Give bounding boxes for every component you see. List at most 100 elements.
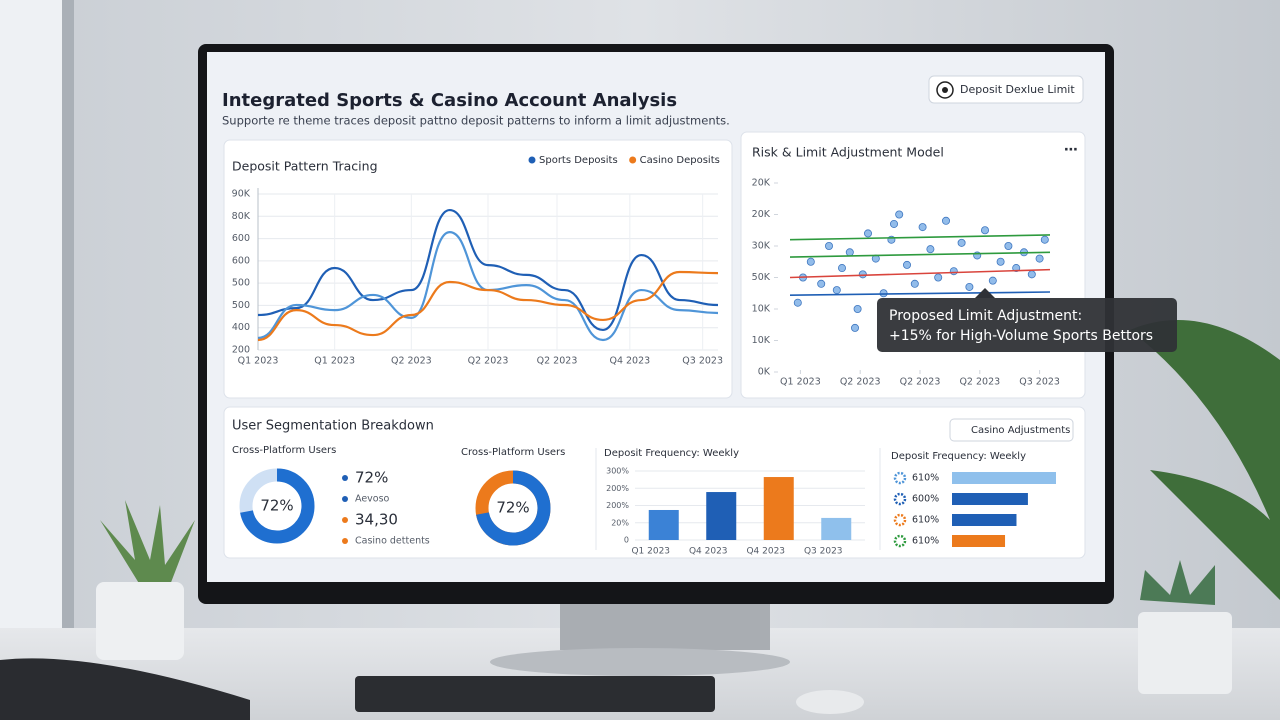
x-tick-label: Q2 2023: [959, 377, 1000, 388]
legend-swatch: [342, 517, 348, 523]
x-tick-label: Q4 2023: [609, 356, 650, 367]
chart-title: Risk & Limit Adjustment Model: [752, 145, 944, 160]
series-line: [257, 270, 719, 342]
legend-label: Casino Deposits: [640, 155, 720, 166]
bar: [821, 517, 852, 540]
tooltip-text: +15% for High-Volume Sports Bettors: [889, 328, 1153, 344]
x-tick-label: Q2 2023: [468, 356, 509, 367]
x-tick-label: Q3 2023: [682, 356, 723, 367]
y-tick-label: 80K: [232, 211, 251, 222]
y-tick-label: 0: [624, 536, 629, 545]
monitor-base: [490, 648, 790, 676]
y-tick-label: 10K: [752, 335, 771, 346]
chart-title: Deposit Frequency: Weekly: [604, 448, 739, 459]
row-icon: [893, 492, 907, 506]
x-tick-label: Q2 2023: [537, 356, 578, 367]
scatter-point: [895, 210, 904, 219]
ball-icon-center: [942, 87, 948, 93]
scatter-point: [996, 257, 1005, 266]
scatter-point: [838, 264, 847, 273]
casino-button[interactable]: [949, 418, 1074, 442]
y-tick-label: 30K: [752, 241, 771, 252]
scatter-point: [988, 276, 997, 285]
scatter-point: [1035, 254, 1044, 263]
chart-title: Deposit Pattern Tracing: [232, 159, 378, 174]
y-tick-label: 90K: [232, 189, 251, 200]
casino-button-label: Casino Adjustments: [971, 425, 1070, 436]
scatter-point: [1040, 235, 1049, 244]
scatter-point: [864, 229, 873, 238]
x-tick-label: Q2 2023: [900, 377, 941, 388]
row-label: 610%: [912, 536, 939, 547]
scatter-point: [910, 279, 919, 288]
keyboard: [355, 676, 715, 712]
trend-line: [789, 268, 1051, 279]
row-label: 600%: [912, 494, 939, 505]
donut-arc: [475, 470, 551, 546]
row-label: 610%: [912, 473, 939, 484]
row-icon: [893, 471, 907, 485]
trend-line: [789, 234, 1051, 241]
trend-line: [789, 251, 1051, 258]
y-tick-label: 600: [232, 233, 250, 244]
y-tick-label: 20K: [752, 209, 771, 220]
chart-title: Cross-Platform Users: [232, 445, 336, 456]
x-tick-label: Q1 2023: [631, 547, 670, 557]
y-tick-label: 200%: [606, 501, 629, 510]
x-tick-label: Q3 2023: [804, 547, 843, 557]
mouse: [796, 690, 864, 714]
x-tick-label: Q3 2023: [1019, 377, 1060, 388]
legend-swatch: [342, 475, 348, 481]
bar: [952, 514, 1017, 526]
legend-swatch: [528, 156, 536, 164]
chair: [0, 658, 250, 720]
y-tick-label: 300%: [606, 467, 629, 476]
y-tick-label: 600: [232, 255, 250, 266]
series-line: [257, 231, 719, 342]
x-tick-label: Q2 2023: [840, 377, 881, 388]
y-tick-label: 20K: [752, 178, 771, 189]
page-title: Integrated Sports & Casino Account Analy…: [222, 90, 677, 111]
legend-value: 34,30: [355, 511, 398, 529]
scatter-panel: [740, 131, 1086, 399]
series-line: [257, 208, 719, 332]
scatter-point: [851, 323, 860, 332]
x-tick-label: Q1 2023: [238, 356, 279, 367]
y-tick-label: 200: [232, 345, 250, 356]
plant-right: [1130, 320, 1280, 694]
scatter-point: [942, 216, 951, 225]
legend-swatch: [629, 156, 637, 164]
scatter-point: [903, 260, 912, 269]
tooltip: [877, 298, 1177, 352]
row-icon: [893, 534, 907, 548]
x-tick-label: Q2 2023: [391, 356, 432, 367]
more-menu[interactable]: ⋯: [1064, 142, 1078, 158]
limit-button[interactable]: [928, 75, 1084, 104]
tooltip-pointer: [975, 288, 995, 298]
segmentation-panel: [223, 406, 1086, 559]
x-tick-label: Q1 2023: [780, 377, 821, 388]
scatter-point: [965, 282, 974, 291]
bar: [952, 535, 1006, 547]
donut-label: 72%: [260, 497, 293, 515]
scatter-point: [817, 279, 826, 288]
scatter-point: [793, 298, 802, 307]
x-tick-label: Q1 2023: [314, 356, 355, 367]
scatter-point: [890, 219, 899, 228]
trend-line: [789, 291, 1051, 296]
legend-value: 72%: [355, 469, 388, 487]
bar: [706, 492, 737, 540]
legend-swatch: [342, 496, 348, 502]
window-frame: [62, 0, 74, 640]
legend-label: Aevoso: [355, 494, 390, 505]
scatter-point: [1027, 270, 1036, 279]
scatter-point: [845, 248, 854, 257]
limit-button-label: Deposit Dexlue Limit: [960, 83, 1075, 96]
scatter-point: [853, 304, 862, 313]
scatter-point: [832, 286, 841, 295]
scatter-point: [949, 267, 958, 276]
scatter-point: [926, 245, 935, 254]
bar: [952, 472, 1056, 484]
scatter-point: [934, 273, 943, 282]
